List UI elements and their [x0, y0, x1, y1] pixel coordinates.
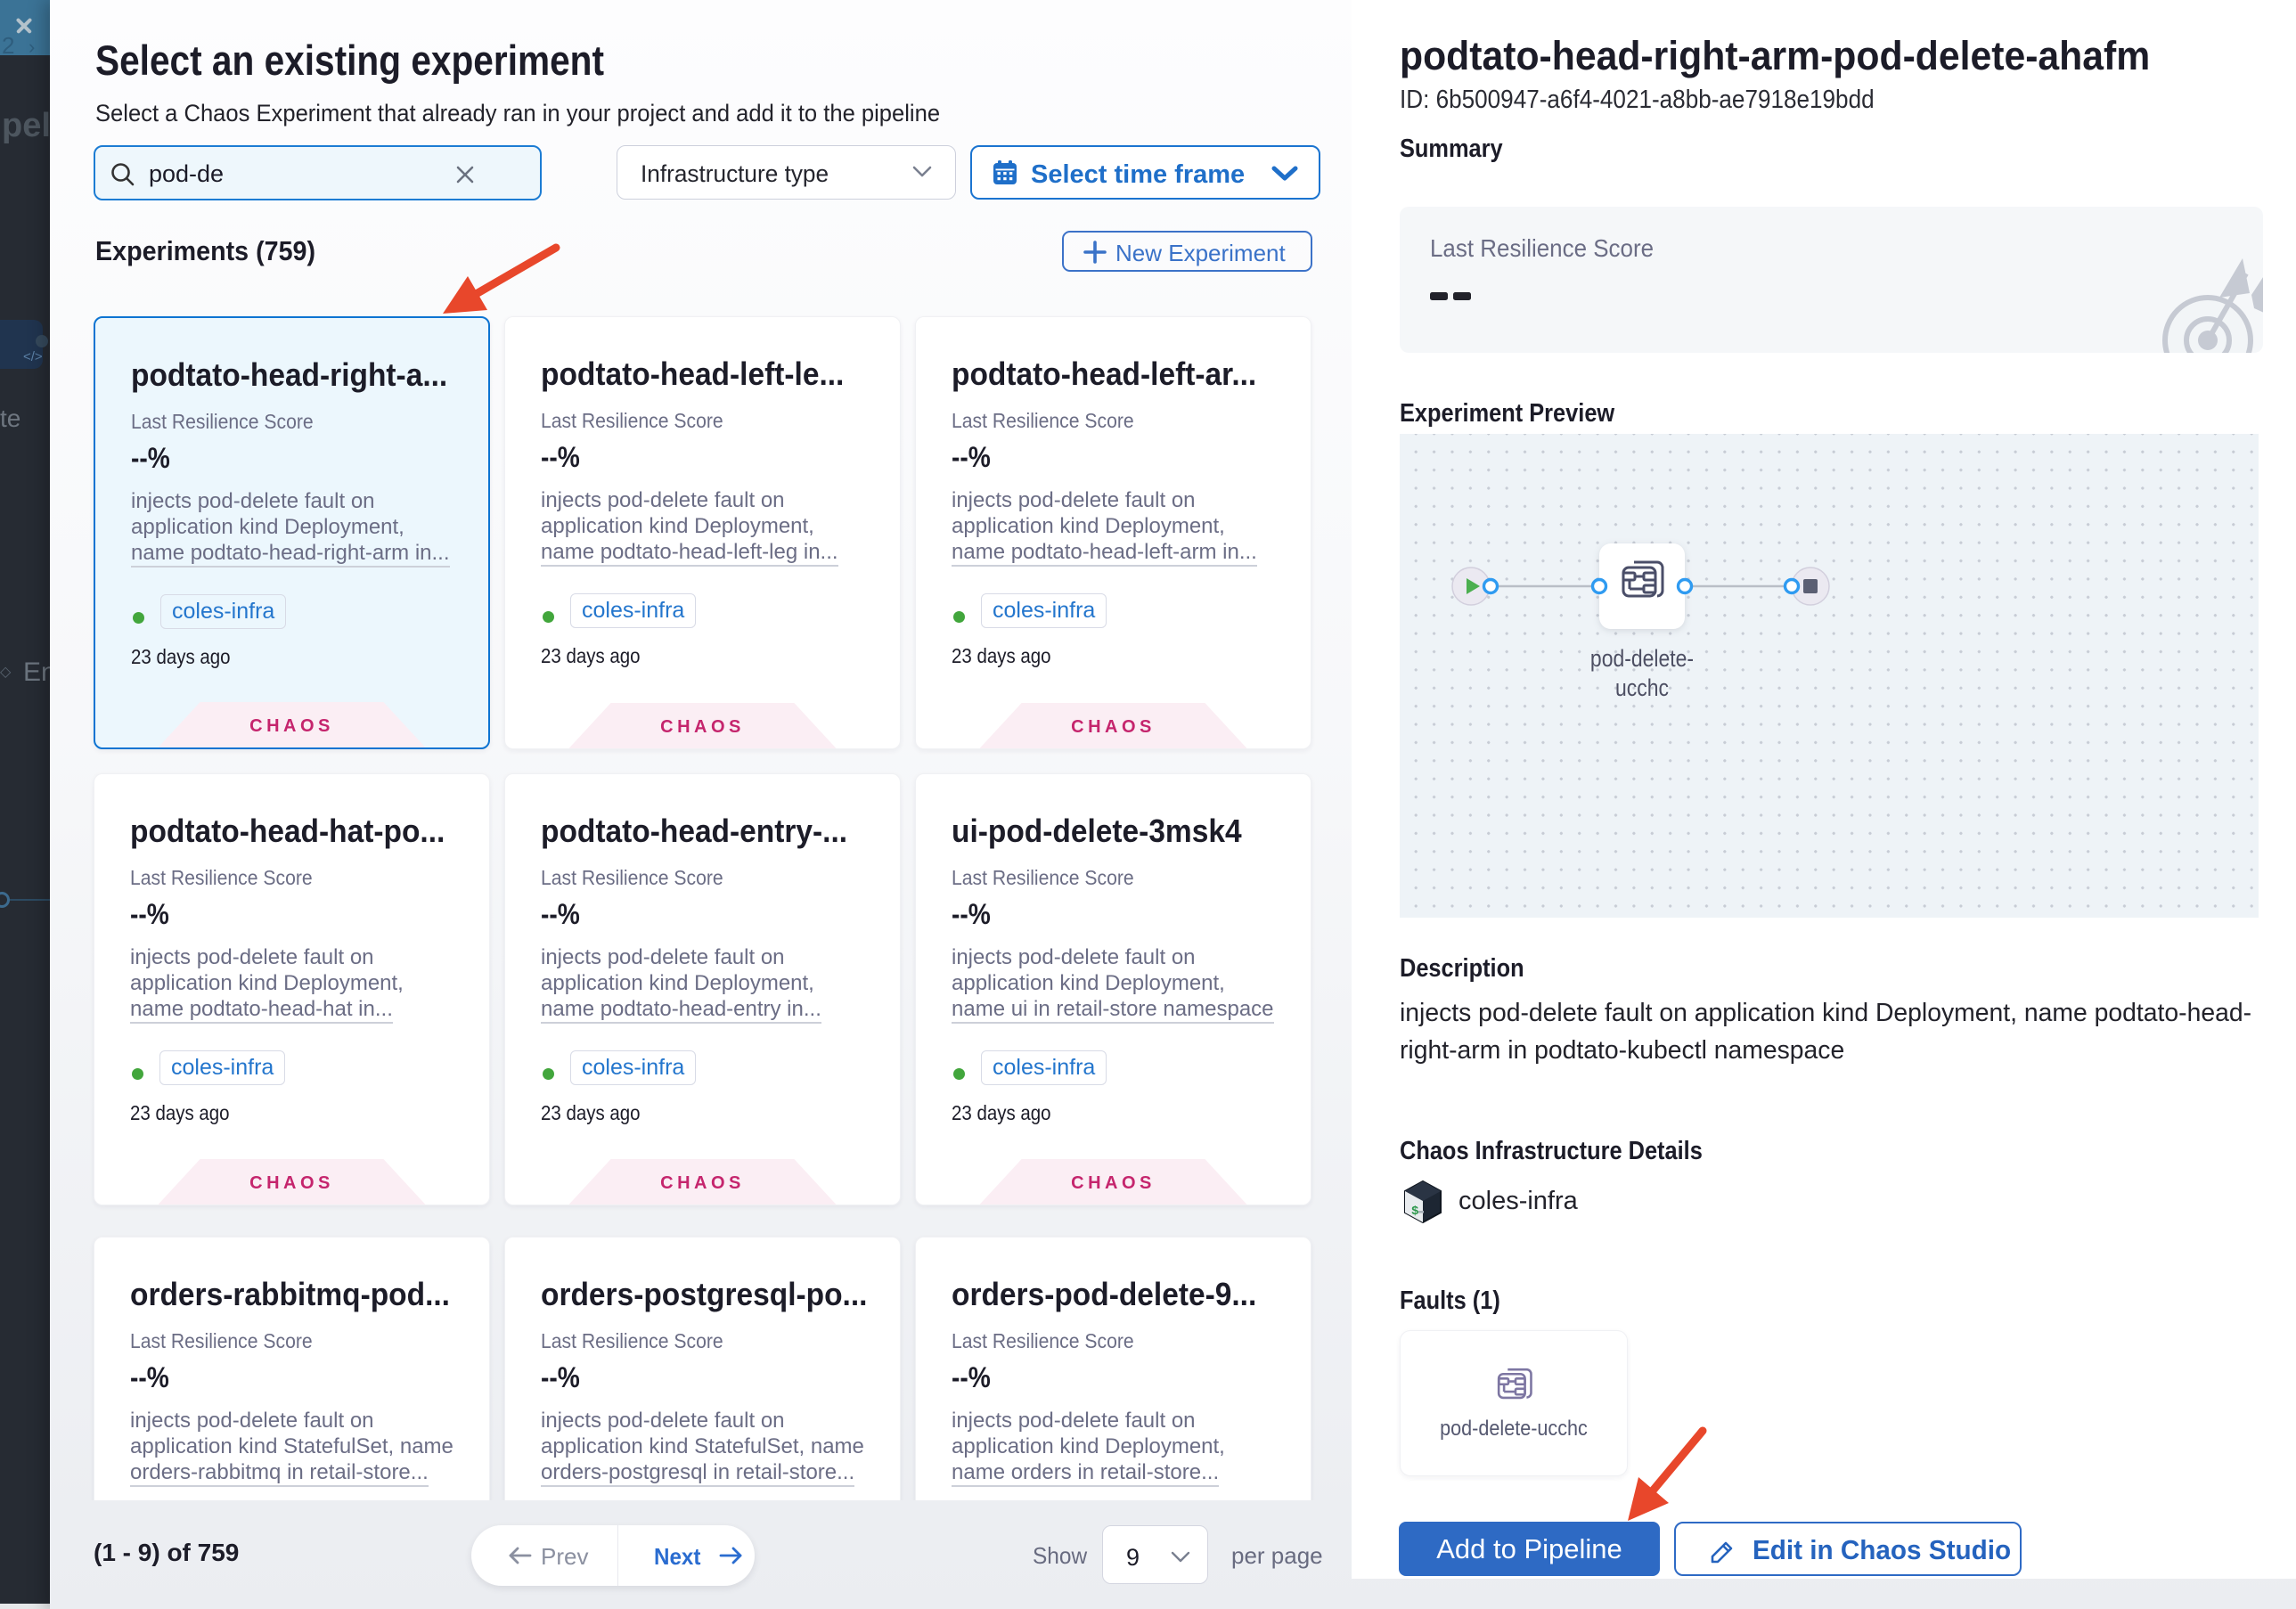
svg-text:$: $ — [1411, 1205, 1418, 1219]
